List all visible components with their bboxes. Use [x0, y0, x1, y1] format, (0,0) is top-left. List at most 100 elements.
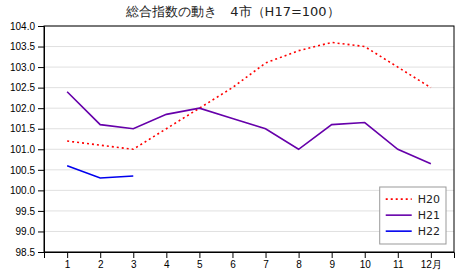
y-tick: 102.5 [10, 82, 44, 93]
y-tick-label: 101.5 [10, 123, 35, 134]
x-tick-mark [266, 252, 267, 258]
x-tick-mark [232, 252, 233, 258]
y-tick-label: 104.0 [10, 21, 35, 32]
x-tick: 7 [263, 252, 269, 270]
y-tick-label: 98.5 [16, 247, 36, 258]
x-tick: 1 [65, 252, 71, 270]
y-tick-label: 102.0 [10, 103, 35, 114]
x-tick-label: 9 [329, 259, 335, 270]
legend-label: H21 [418, 209, 440, 222]
legend-swatch [386, 214, 412, 216]
x-tick-label: 8 [296, 259, 302, 270]
y-tick-label: 100.0 [10, 185, 35, 196]
y-tick: 101.0 [10, 144, 44, 155]
y-tick-mark [38, 88, 44, 89]
series-line [67, 42, 431, 149]
y-axis: 98.5 99.0 99.5 100.0 100.5 101.0 101.5 102.0 102… [10, 21, 45, 258]
title: 総合指数の動き 4市（H17=100） [125, 4, 339, 19]
chart: 総合指数の動き 4市（H17=100）123456789101112月98.59… [0, 0, 466, 276]
x-tick-mark [133, 252, 134, 258]
y-tick: 101.5 [10, 123, 44, 134]
x-tick: 11 [393, 252, 404, 270]
x-tick: 6 [230, 252, 236, 270]
y-tick-label: 100.5 [10, 165, 35, 176]
x-tick-mark [431, 252, 432, 258]
grid-line [44, 169, 454, 170]
x-tick-mark [365, 252, 366, 258]
grid-line [44, 67, 454, 68]
x-tick: 2 [98, 252, 104, 270]
y-tick-mark [38, 149, 44, 150]
y-tick: 100.0 [10, 185, 44, 196]
y-tick-mark [38, 26, 44, 27]
x-tick-mark [332, 252, 333, 258]
x-tick-label: 4 [164, 259, 170, 270]
grid-line [44, 149, 454, 150]
y-tick-label: 101.0 [10, 144, 35, 155]
y-tick-mark [38, 67, 44, 68]
y-tick-mark [38, 190, 44, 191]
x-tick: 9 [329, 252, 335, 270]
plot: 1 2 3 4 5 6 7 8 9 10 11 12月 98.5 99.0 99.5 100.0 100.5 10… [10, 21, 455, 270]
series-line [67, 166, 133, 178]
x-tick-mark [67, 252, 68, 258]
grid [44, 26, 454, 252]
y-tick-mark [38, 108, 44, 109]
x-tick-label: 5 [197, 259, 203, 270]
y-tick: 99.0 [16, 226, 44, 237]
x-axis: 1 2 3 4 5 6 7 8 9 10 11 12月 [45, 252, 455, 270]
lines [67, 42, 431, 178]
x-tick-label: 10 [360, 259, 372, 270]
y-tick: 100.5 [10, 165, 44, 176]
x-tick-label: 3 [131, 259, 137, 270]
x-axis-line [45, 253, 455, 259]
grid-line [44, 108, 454, 109]
grid-line [44, 231, 454, 232]
y-tick: 99.5 [16, 206, 44, 217]
legend-item: H22 [386, 225, 440, 238]
x-tick: 10 [360, 252, 372, 270]
y-tick-label: 99.5 [16, 206, 36, 217]
x-tick-mark [166, 252, 167, 258]
y-tick-mark [38, 170, 44, 171]
legend-item: H21 [386, 209, 440, 222]
x-tick-label: 2 [98, 259, 104, 270]
legend-item: H20 [386, 193, 440, 206]
y-tick-mark [38, 47, 44, 48]
x-tick-mark [299, 252, 300, 258]
legend-label: H20 [418, 193, 440, 206]
y-tick: 104.0 [10, 21, 44, 32]
y-tick-mark [38, 231, 44, 232]
legend-swatch [386, 230, 412, 232]
x-tick-mark [100, 252, 101, 258]
y-tick-label: 103.5 [10, 41, 35, 52]
x-tick: 3 [131, 252, 137, 270]
y-tick: 103.0 [10, 62, 44, 73]
y-tick-mark [38, 129, 44, 130]
grid-line [44, 87, 454, 88]
y-tick-label: 103.0 [10, 62, 35, 73]
legend-frame [380, 187, 446, 244]
y-tick: 98.5 [16, 247, 44, 258]
y-tick-label: 102.5 [10, 82, 35, 93]
y-tick: 102.0 [10, 103, 44, 114]
x-tick-label: 12月 [421, 259, 442, 270]
x-tick: 5 [197, 252, 203, 270]
y-tick-mark [38, 211, 44, 212]
x-tick-mark [199, 252, 200, 258]
x-tick: 4 [164, 252, 170, 270]
x-tick-label: 6 [230, 259, 236, 270]
y-tick-mark [38, 252, 44, 253]
grid-line [44, 46, 454, 47]
x-tick: 8 [296, 252, 302, 270]
y-tick-label: 99.0 [16, 226, 36, 237]
legend-swatch [386, 198, 412, 200]
series-line [67, 92, 431, 164]
x-tick-label: 7 [263, 259, 269, 270]
x-tick-mark [398, 252, 399, 258]
grid-line [44, 128, 454, 129]
plot-frame [44, 26, 454, 252]
x-tick-label: 11 [393, 259, 404, 270]
legend: H20 H21 H22 [380, 187, 446, 244]
y-tick: 103.5 [10, 41, 44, 52]
